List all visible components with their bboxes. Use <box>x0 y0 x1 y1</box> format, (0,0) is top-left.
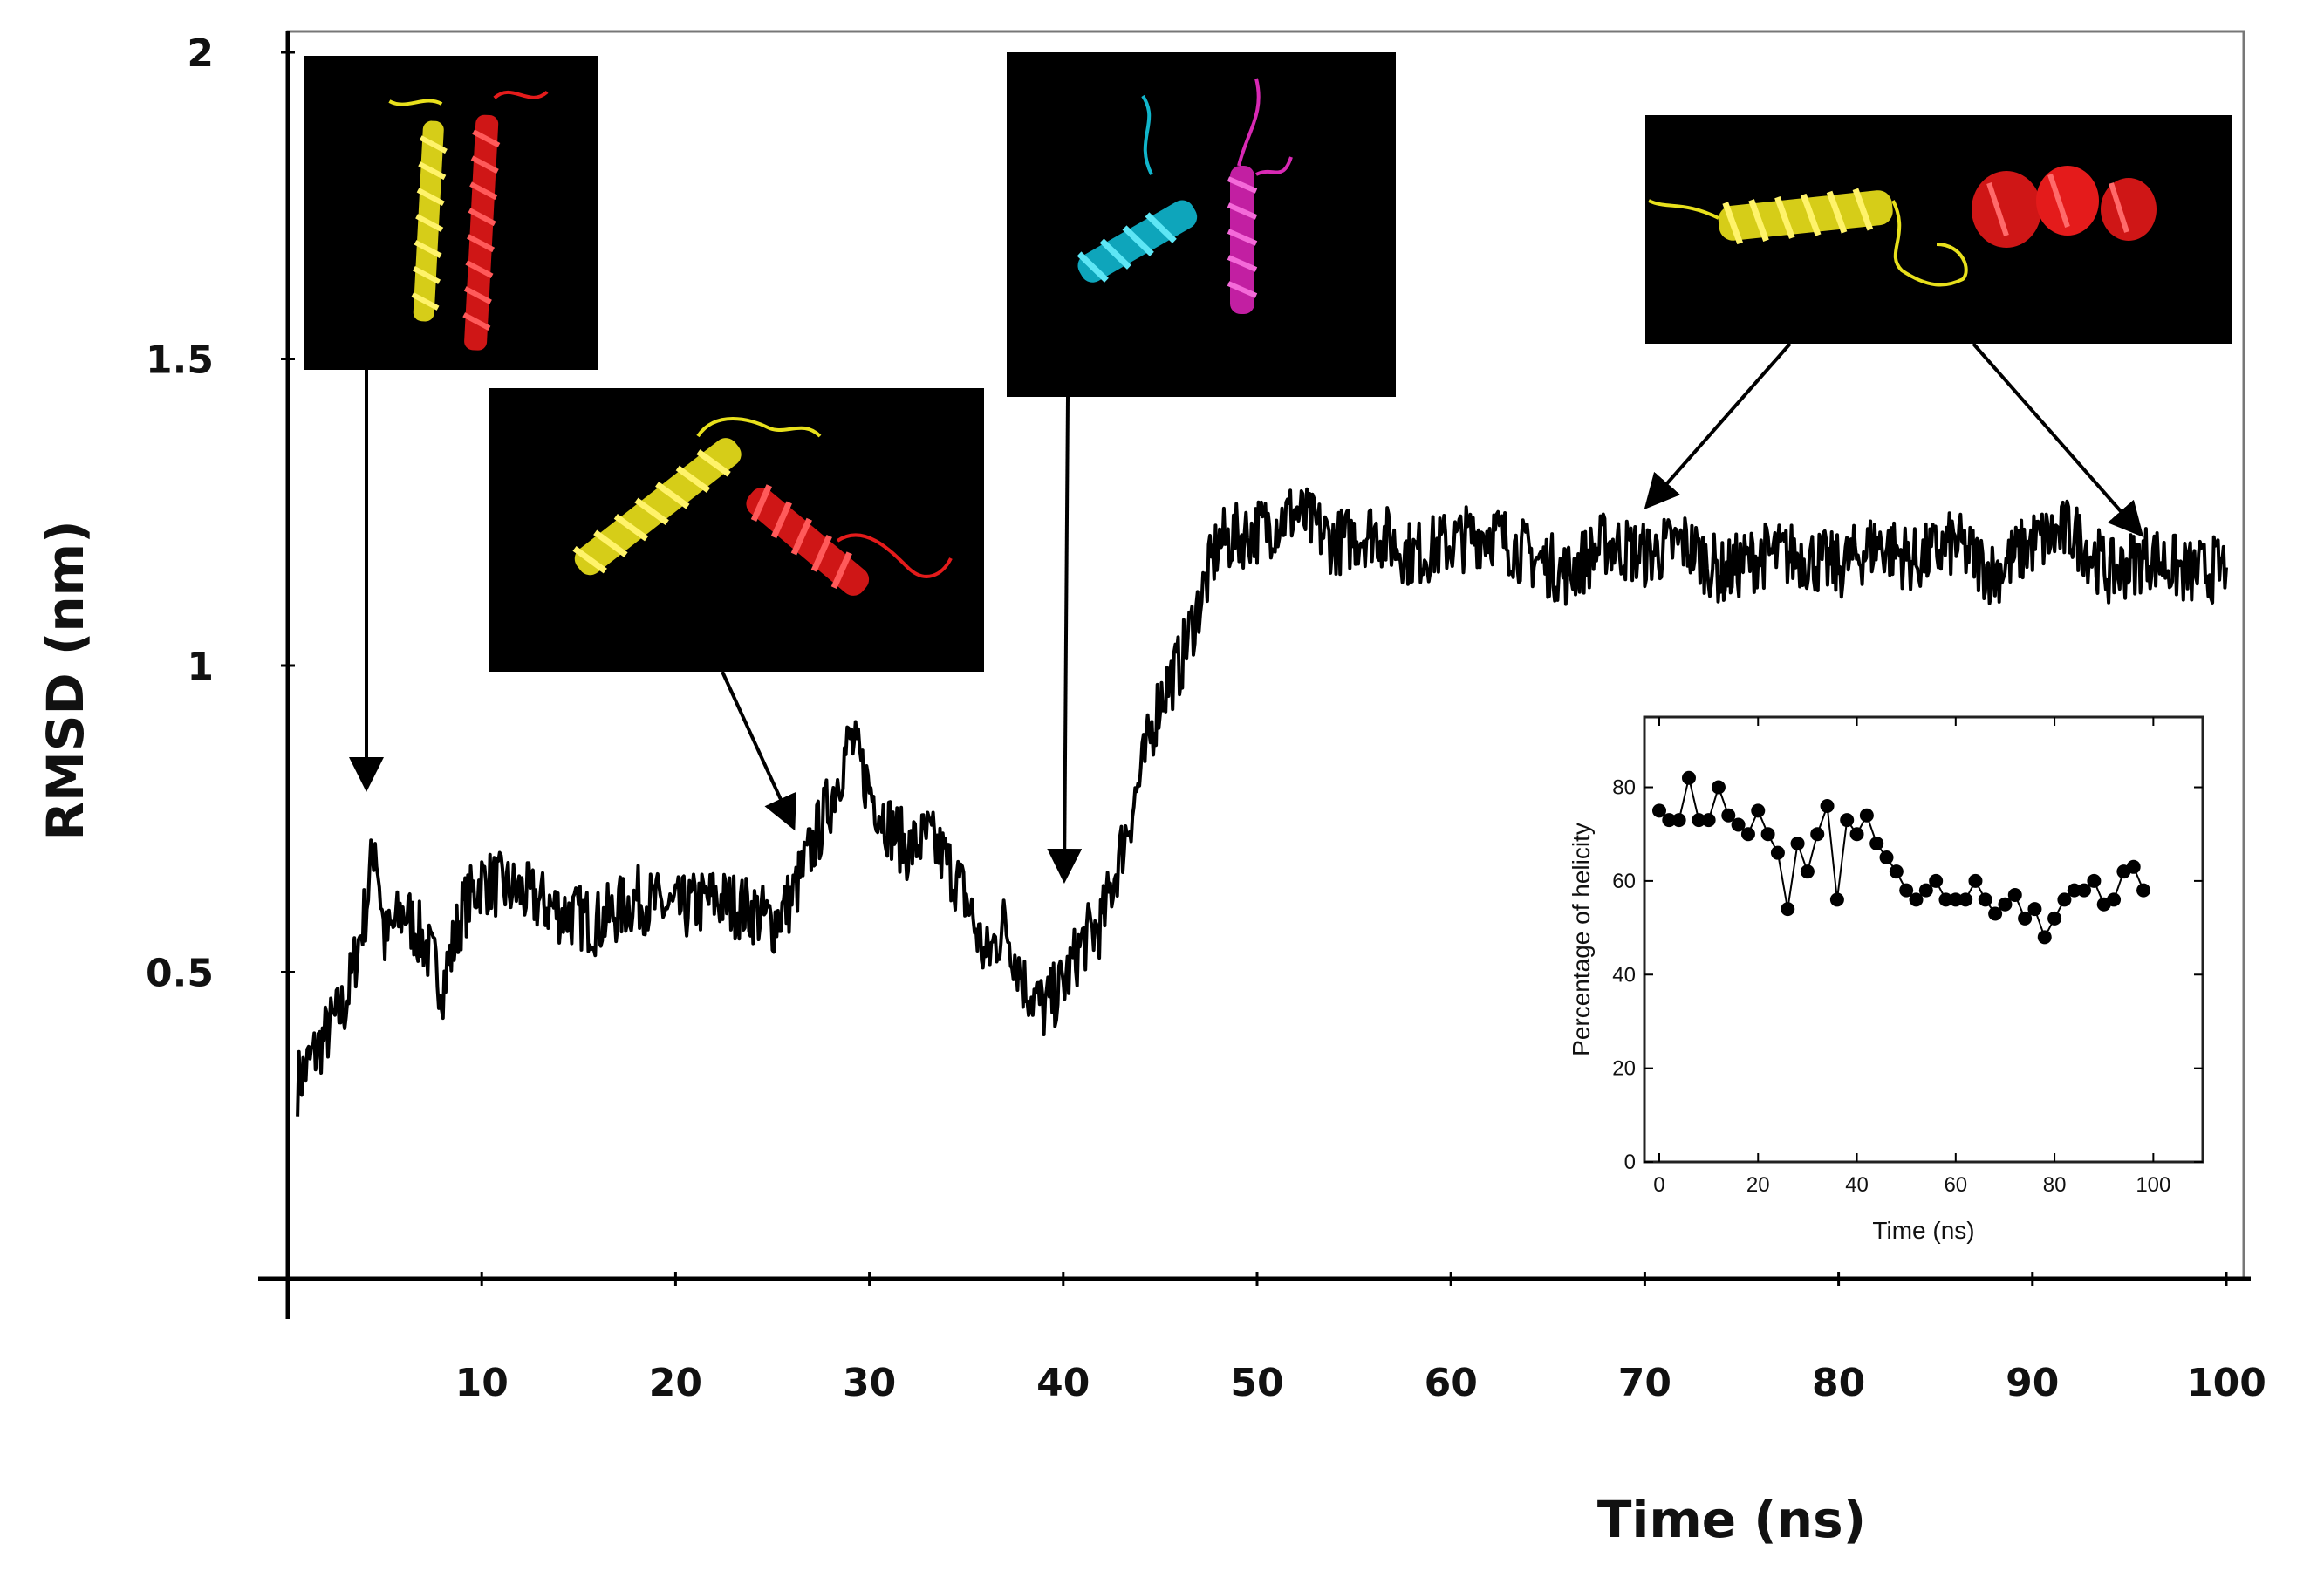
inset-y-tick-labels: 0 20 40 60 80 <box>1612 776 1636 1174</box>
inset-x-tick-label-100: 100 <box>2136 1173 2170 1197</box>
snapshot-t70-95 <box>1645 115 2232 344</box>
x-tick-label-80: 80 <box>1812 1361 1865 1405</box>
x-tick-label-40: 40 <box>1036 1361 1090 1405</box>
inset-y-tick-label-0: 0 <box>1624 1151 1636 1174</box>
helicity-point-33 <box>1978 892 1992 907</box>
inset-x-axis-title: Time (ns) <box>1872 1217 1974 1244</box>
arrow-t95 <box>1972 342 2144 538</box>
helicity-point-21 <box>1859 808 1874 823</box>
inset-y-tick-label-40: 40 <box>1612 963 1636 987</box>
helicity-point-48 <box>2126 859 2141 874</box>
x-tick-label-10: 10 <box>455 1361 509 1405</box>
rmsd-series-line <box>296 487 2228 1117</box>
helicity-point-34 <box>1988 906 2003 921</box>
inset-x-tick-label-40: 40 <box>1845 1173 1869 1197</box>
helicity-point-10 <box>1751 803 1766 818</box>
y-tick-label-2: 1.5 <box>146 338 214 383</box>
helicity-point-19 <box>1840 813 1855 828</box>
helicity-point-29 <box>1938 892 1953 907</box>
x-tick-label-30: 30 <box>843 1361 896 1405</box>
helicity-point-18 <box>1829 892 1844 907</box>
helicity-point-27 <box>1918 883 1933 898</box>
helicity-point-2 <box>1671 813 1686 828</box>
helicity-point-23 <box>1879 850 1894 865</box>
helicity-point-6 <box>1711 780 1726 795</box>
helicity-inset: 0 20 40 60 80 100 0 20 40 60 80 Time (ns) Percent… <box>1568 715 2204 1244</box>
helicity-point-20 <box>1849 827 1864 842</box>
helicity-point-32 <box>1968 873 1983 888</box>
x-tick-label-100: 100 <box>2186 1361 2266 1405</box>
helicity-point-31 <box>1958 892 1973 907</box>
helicity-point-1 <box>1662 813 1677 828</box>
helicity-point-9 <box>1740 827 1755 842</box>
y-tick-label-3: 2 <box>187 31 214 76</box>
helicity-point-36 <box>2007 888 2022 902</box>
helicity-point-25 <box>1899 883 1914 898</box>
x-ticks <box>480 1272 2228 1286</box>
x-tick-label-60: 60 <box>1425 1361 1478 1405</box>
helicity-point-5 <box>1701 813 1716 828</box>
helicity-point-12 <box>1770 845 1785 860</box>
snapshot-t4 <box>304 56 598 370</box>
y-axis-title: RMSD (nm) <box>36 520 95 840</box>
helicity-point-24 <box>1889 864 1904 879</box>
x-tick-label-90: 90 <box>2006 1361 2059 1405</box>
arrow-t40 <box>1047 396 1083 884</box>
snapshot-t26 <box>489 388 984 672</box>
inset-y-axis-title: Percentage of helicity <box>1568 823 1595 1056</box>
inset-x-tick-label-80: 80 <box>2043 1173 2067 1197</box>
helicity-point-3 <box>1681 770 1696 785</box>
inset-ticks <box>1644 717 2203 1163</box>
helicity-point-40 <box>2047 911 2062 926</box>
helicity-point-4 <box>1692 813 1706 828</box>
helicity-point-0 <box>1651 803 1666 818</box>
helicity-point-37 <box>2018 911 2033 926</box>
helicity-point-22 <box>1869 836 1884 850</box>
snapshot-arrows <box>349 342 2144 884</box>
arrow-t70 <box>1644 342 1792 510</box>
helicity-point-46 <box>2107 892 2122 907</box>
helicity-point-16 <box>1810 827 1825 842</box>
helicity-point-15 <box>1800 864 1815 879</box>
inset-x-tick-label-60: 60 <box>1944 1173 1967 1197</box>
inset-y-tick-label-20: 20 <box>1612 1057 1636 1081</box>
helicity-point-7 <box>1721 808 1736 823</box>
x-tick-label-70: 70 <box>1618 1361 1671 1405</box>
x-tick-label-20: 20 <box>649 1361 702 1405</box>
helicity-points <box>1651 770 2151 945</box>
helicity-point-11 <box>1760 827 1775 842</box>
y-tick-label-1: 1 <box>187 645 214 689</box>
helicity-point-13 <box>1781 902 1795 917</box>
helicity-point-41 <box>2057 892 2072 907</box>
inset-y-tick-label-80: 80 <box>1612 776 1636 800</box>
helicity-point-35 <box>1998 897 2013 912</box>
helicity-point-38 <box>2027 902 2042 917</box>
snapshot-t40 <box>1007 52 1396 397</box>
helicity-point-39 <box>2037 930 2052 945</box>
inset-x-tick-label-20: 20 <box>1746 1173 1770 1197</box>
arrow-t26 <box>721 671 796 831</box>
helicity-point-42 <box>2067 883 2081 898</box>
inset-x-tick-labels: 0 20 40 60 80 100 <box>1653 1173 2170 1197</box>
y-ticks <box>281 51 295 973</box>
inset-frame <box>1643 715 2204 1164</box>
inset-y-tick-label-60: 60 <box>1612 870 1636 893</box>
y-tick-label-0: 0.5 <box>146 952 214 996</box>
y-tick-labels: 0.5 1 1.5 2 <box>146 31 214 996</box>
helicity-point-28 <box>1929 873 1944 888</box>
helicity-point-43 <box>2077 883 2092 898</box>
helicity-point-26 <box>1909 892 1924 907</box>
helicity-point-44 <box>2087 873 2102 888</box>
x-tick-label-50: 50 <box>1230 1361 1283 1405</box>
helicity-point-8 <box>1731 817 1746 832</box>
helicity-point-17 <box>1820 799 1835 813</box>
inset-x-tick-label-0: 0 <box>1653 1173 1664 1197</box>
x-tick-labels: 10 20 30 40 50 60 70 80 90 100 <box>455 1361 2266 1405</box>
x-axis-title: Time (ns) <box>1597 1490 1866 1549</box>
helicity-point-30 <box>1948 892 1963 907</box>
helicity-point-49 <box>2136 883 2151 898</box>
helicity-point-14 <box>1790 836 1805 850</box>
